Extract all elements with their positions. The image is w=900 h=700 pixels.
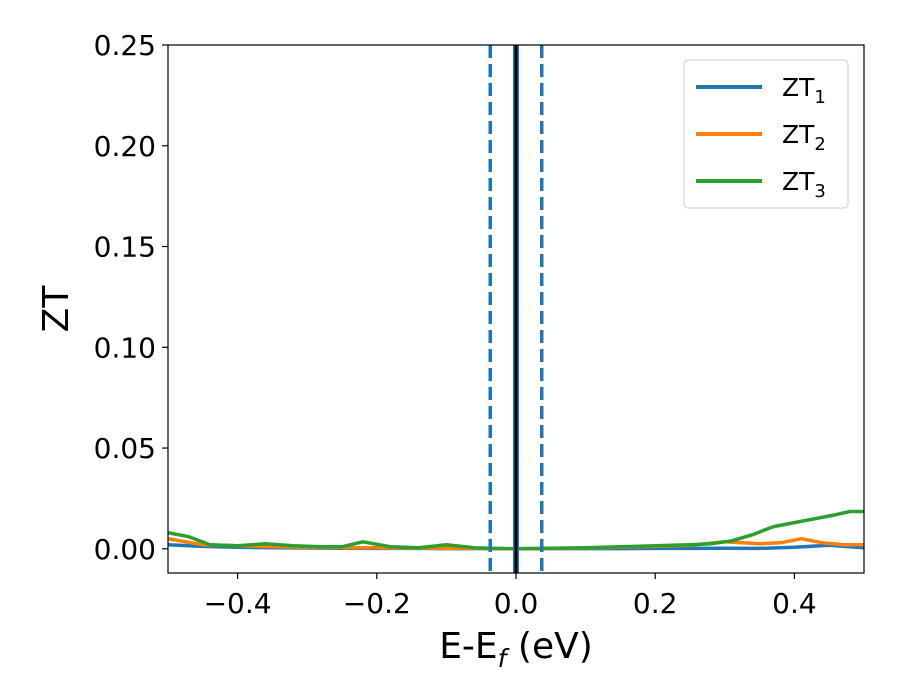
y-axis-ticks: 0.00 0.05 0.10 0.15 0.20 0.25 bbox=[94, 29, 168, 566]
x-tick-label: −0.4 bbox=[204, 587, 272, 620]
x-tick-label: 0.2 bbox=[633, 587, 678, 620]
legend-box bbox=[683, 59, 849, 209]
legend-entries: ZT1 ZT2 ZT3 bbox=[696, 73, 826, 202]
legend-label-3: ZT3 bbox=[782, 167, 826, 202]
legend-label-1: ZT1 bbox=[782, 73, 826, 108]
x-axis-ticks: −0.4 −0.2 0.0 0.2 0.4 bbox=[204, 573, 817, 620]
x-tick-label: 0.4 bbox=[772, 587, 817, 620]
y-tick-label: 0.05 bbox=[94, 432, 156, 465]
y-tick-label: 0.00 bbox=[94, 533, 156, 566]
y-tick-label: 0.25 bbox=[94, 29, 156, 62]
x-tick-label: −0.2 bbox=[343, 587, 411, 620]
x-tick-label: 0.0 bbox=[494, 587, 539, 620]
x-axis-title: E-Ef (eV) bbox=[439, 626, 593, 673]
legend: ZT1 ZT2 ZT3 bbox=[683, 59, 849, 209]
y-axis-title: ZT bbox=[36, 285, 77, 333]
y-tick-label: 0.15 bbox=[94, 231, 156, 264]
vline-layer bbox=[488, 45, 544, 573]
y-tick-label: 0.20 bbox=[94, 130, 156, 163]
y-tick-label: 0.10 bbox=[94, 331, 156, 364]
legend-label-2: ZT2 bbox=[782, 120, 826, 155]
